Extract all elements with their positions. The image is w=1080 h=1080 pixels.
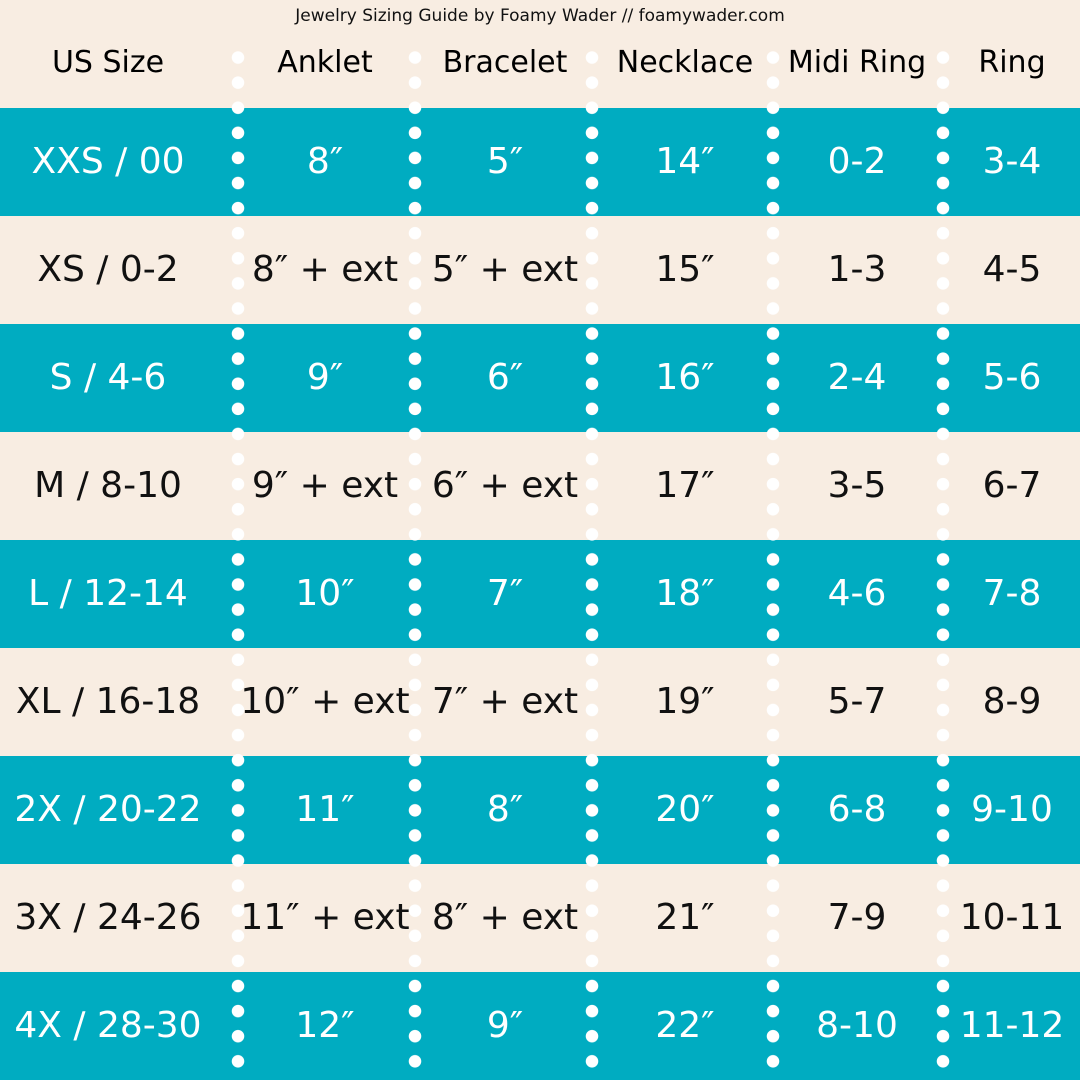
column-header: Midi Ring — [787, 45, 927, 80]
table-cell: 18″ — [655, 573, 715, 614]
header-row: US Size Anklet Bracelet Necklace Midi Ring Ri… — [0, 0, 1080, 108]
table-cell: 5-6 — [982, 357, 1042, 398]
table-cell: 3-4 — [982, 141, 1042, 182]
dotted-divider — [231, 45, 245, 1075]
table-cell: 3X / 24-26 — [14, 897, 202, 938]
dotted-divider — [766, 45, 780, 1075]
dotted-divider — [408, 45, 422, 1075]
table-cell: M / 8-10 — [34, 465, 182, 506]
table-cell: 0-2 — [827, 141, 887, 182]
table-cell: 8-10 — [816, 1005, 898, 1046]
table-cell: 22″ — [655, 1005, 715, 1046]
table-cell: 8″ + ext — [251, 249, 399, 290]
table-cell: XS / 0-2 — [37, 249, 179, 290]
table-cell: 7″ — [486, 573, 524, 614]
subtitle: Jewelry Sizing Guide by Foamy Wader // f… — [295, 6, 785, 26]
table-cell: 3-5 — [827, 465, 887, 506]
table-row: XXS / 00 8″ 5″ 14″ 0-2 3-4 — [0, 108, 1080, 216]
column-header: US Size — [51, 45, 165, 80]
table-row: 3X / 24-26 11″ + ext 8″ + ext 21″ 7-9 10-11 — [0, 864, 1080, 972]
table-cell: 20″ — [655, 789, 715, 830]
table-cell: 6″ + ext — [431, 465, 579, 506]
table-cell: 6-8 — [827, 789, 887, 830]
table-cell: L / 12-14 — [28, 573, 188, 614]
table-cell: XXS / 00 — [31, 141, 185, 182]
table-row: M / 8-10 9″ + ext 6″ + ext 17″ 3-5 6-7 — [0, 432, 1080, 540]
table-cell: 16″ — [655, 357, 715, 398]
table-cell: 8″ + ext — [431, 897, 579, 938]
table-cell: 7-9 — [827, 897, 887, 938]
table-cell: 4-5 — [982, 249, 1042, 290]
table-cell: 4X / 28-30 — [14, 1005, 202, 1046]
table-cell: 7-8 — [982, 573, 1042, 614]
table-cell: 19″ — [655, 681, 715, 722]
table-cell: 8″ — [306, 141, 344, 182]
column-header: Ring — [978, 45, 1046, 80]
table-cell: 6-7 — [982, 465, 1042, 506]
table-cell: 10-11 — [959, 897, 1065, 938]
table-row: S / 4-6 9″ 6″ 16″ 2-4 5-6 — [0, 324, 1080, 432]
table-cell: 7″ + ext — [431, 681, 579, 722]
table-cell: 5-7 — [827, 681, 887, 722]
table-row: L / 12-14 10″ 7″ 18″ 4-6 7-8 — [0, 540, 1080, 648]
table-cell: 12″ — [295, 1005, 355, 1046]
table-cell: 9″ — [306, 357, 344, 398]
column-header: Necklace — [616, 45, 754, 80]
dotted-divider — [936, 45, 950, 1075]
table-cell: 15″ — [655, 249, 715, 290]
table-cell: 21″ — [655, 897, 715, 938]
table-cell: 11-12 — [959, 1005, 1065, 1046]
table-cell: 8″ — [486, 789, 524, 830]
table-cell: 9-10 — [971, 789, 1053, 830]
table-cell: 8-9 — [982, 681, 1042, 722]
table-cell: 14″ — [655, 141, 715, 182]
table-cell: 10″ — [295, 573, 355, 614]
table-cell: 9″ + ext — [251, 465, 399, 506]
table-cell: 4-6 — [827, 573, 887, 614]
table-cell: 11″ — [295, 789, 355, 830]
table-cell: 2-4 — [827, 357, 887, 398]
table-cell: 5″ — [486, 141, 524, 182]
table-row: 2X / 20-22 11″ 8″ 20″ 6-8 9-10 — [0, 756, 1080, 864]
column-header: Anklet — [277, 45, 373, 80]
table-cell: 9″ — [486, 1005, 524, 1046]
table-cell: S / 4-6 — [49, 357, 167, 398]
table-cell: 11″ + ext — [240, 897, 410, 938]
table-cell: 1-3 — [827, 249, 887, 290]
dotted-divider — [585, 45, 599, 1075]
table-row: 4X / 28-30 12″ 9″ 22″ 8-10 11-12 — [0, 972, 1080, 1080]
table-cell: XL / 16-18 — [15, 681, 201, 722]
table-cell: 10″ + ext — [240, 681, 410, 722]
column-header: Bracelet — [442, 45, 568, 80]
table-row: XL / 16-18 10″ + ext 7″ + ext 19″ 5-7 8-9 — [0, 648, 1080, 756]
table-cell: 2X / 20-22 — [14, 789, 202, 830]
table-cell: 5″ + ext — [431, 249, 579, 290]
table-cell: 6″ — [486, 357, 524, 398]
table-row: XS / 0-2 8″ + ext 5″ + ext 15″ 1-3 4-5 — [0, 216, 1080, 324]
table-cell: 17″ — [655, 465, 715, 506]
